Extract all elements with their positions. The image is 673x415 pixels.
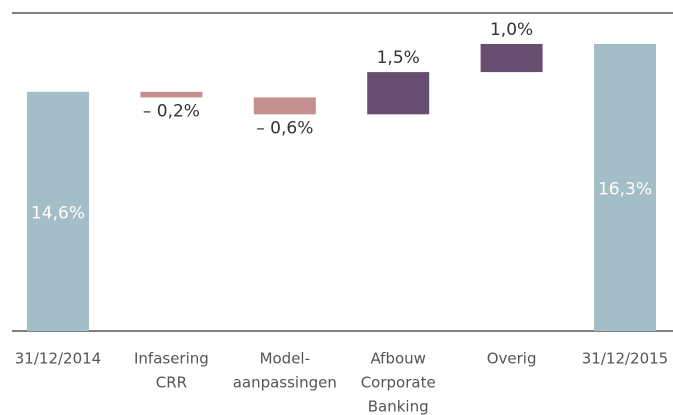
bar [480, 43, 543, 73]
x-tick-label: Corporate [361, 374, 436, 392]
x-tick-label: Infasering [134, 350, 209, 368]
value-label: 14,6% [31, 203, 85, 223]
x-tick-label: Afbouw [370, 350, 425, 368]
bar [140, 91, 203, 98]
x-tick-label: aanpassingen [233, 374, 337, 392]
bar [27, 91, 89, 331]
bar [594, 43, 656, 332]
value-label: – 0,6% [256, 118, 313, 138]
value-label: 16,3% [598, 179, 652, 199]
x-tick-label: Model- [260, 350, 310, 368]
value-label: 1,5% [377, 48, 420, 68]
value-label: 1,0% [490, 20, 533, 40]
x-tick-label: CRR [156, 374, 187, 392]
x-tick-label: 31/12/2015 [582, 350, 668, 368]
bar [367, 72, 430, 115]
value-label: – 0,2% [143, 101, 200, 121]
x-tick-label: 31/12/2014 [15, 350, 101, 368]
x-tick-label: Overig [487, 350, 537, 368]
bar [253, 97, 316, 115]
x-tick-label: Banking [368, 398, 429, 415]
